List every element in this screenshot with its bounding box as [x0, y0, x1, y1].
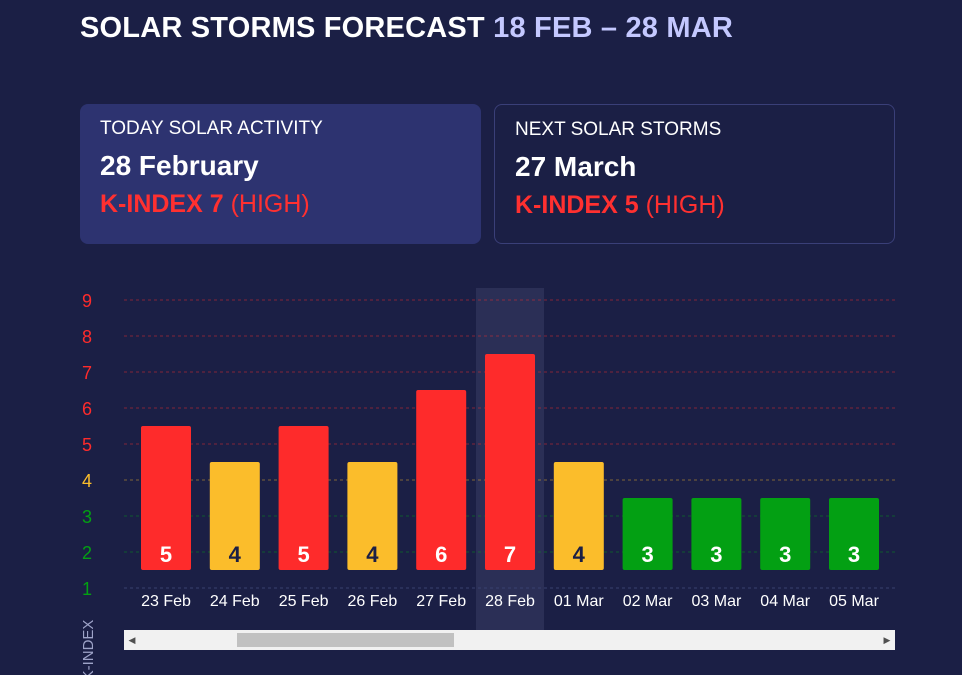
today-kindex-level: (HIGH) [230, 190, 310, 218]
bar-02-mar [622, 498, 673, 570]
bar-value-label: 3 [641, 542, 653, 567]
y-tick-label: 7 [82, 363, 92, 383]
bar-04-mar [760, 498, 811, 570]
bar-26-feb [347, 462, 398, 570]
bar-value-label: 4 [573, 542, 586, 567]
today-kindex-value: K-INDEX 7 [100, 190, 224, 218]
bar-value-label: 6 [435, 542, 447, 567]
x-tick-label: 25 Feb [279, 593, 329, 610]
scroll-right-arrow-icon[interactable]: ▶ [883, 635, 891, 645]
x-tick-label: 03 Mar [692, 593, 742, 610]
bar-27-feb [416, 390, 467, 570]
next-kindex-value: K-INDEX 5 [515, 191, 639, 219]
next-date: 27 March [515, 151, 637, 182]
next-kindex: K-INDEX 5 (HIGH) [515, 191, 874, 220]
bar-value-label: 5 [297, 542, 309, 567]
today-kindex: K-INDEX 7 (HIGH) [100, 190, 461, 219]
date-range: 18 FEB – 28 MAR [493, 12, 734, 44]
x-tick-label: 24 Feb [210, 593, 260, 610]
bar-value-label: 4 [229, 542, 242, 567]
bar-05-mar [829, 498, 879, 570]
title-text: SOLAR STORMS FORECAST [80, 12, 485, 44]
y-tick-label: 3 [82, 507, 92, 527]
bar-28-feb [485, 354, 535, 570]
x-tick-label: 26 Feb [347, 593, 397, 610]
y-axis-label: K-INDEX [80, 620, 97, 675]
x-tick-label: 27 Feb [416, 593, 466, 610]
bar-value-label: 3 [710, 542, 722, 567]
scrollbar-thumb[interactable] [237, 633, 454, 647]
bar-23-feb [141, 426, 191, 570]
bar-value-label: 7 [504, 542, 516, 567]
next-kindex-level: (HIGH) [645, 191, 725, 219]
bar-value-label: 4 [366, 542, 379, 567]
y-tick-label: 6 [82, 399, 92, 419]
bar-25-feb [278, 426, 329, 570]
bar-value-label: 5 [160, 542, 172, 567]
x-tick-label: 02 Mar [623, 593, 673, 610]
today-label: TODAY SOLAR ACTIVITY [100, 118, 323, 139]
y-tick-label: 8 [82, 327, 92, 347]
scroll-left-arrow-icon[interactable]: ◀ [128, 635, 136, 645]
next-label: NEXT SOLAR STORMS [515, 119, 722, 140]
y-tick-label: 5 [82, 435, 92, 455]
next-storms-card: NEXT SOLAR STORMS 27 March K-INDEX 5 (HI… [494, 104, 895, 244]
bar-24-feb [209, 462, 260, 570]
bar-value-label: 3 [848, 542, 860, 567]
y-tick-label: 4 [82, 471, 92, 491]
chart-horizontal-scrollbar[interactable]: ◀ ▶ [124, 630, 895, 650]
page-title: SOLAR STORMS FORECAST 18 FEB – 28 MAR [80, 12, 733, 45]
bar-value-label: 3 [779, 542, 791, 567]
bar-01-mar [553, 462, 604, 570]
x-tick-label: 01 Mar [554, 593, 604, 610]
y-tick-label: 1 [82, 579, 92, 599]
today-activity-card: TODAY SOLAR ACTIVITY 28 February K-INDEX… [80, 104, 481, 244]
bar-03-mar [691, 498, 742, 570]
x-tick-label: 28 Feb [485, 593, 535, 610]
y-tick-label: 9 [82, 291, 92, 311]
x-tick-label: 05 Mar [829, 593, 879, 610]
x-tick-label: 23 Feb [141, 593, 191, 610]
today-date: 28 February [100, 150, 259, 181]
y-tick-label: 2 [82, 543, 92, 563]
x-tick-label: 04 Mar [760, 593, 810, 610]
